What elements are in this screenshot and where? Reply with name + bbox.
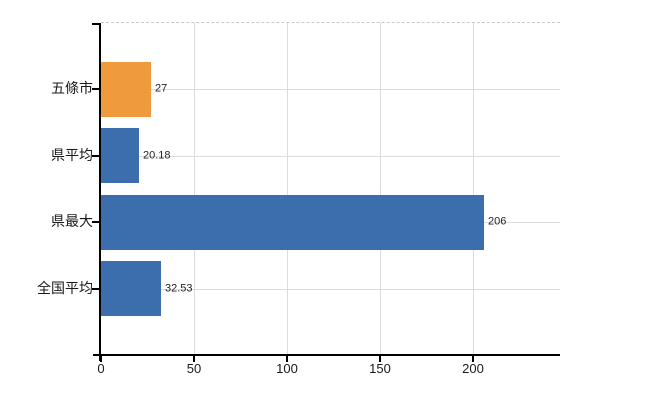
bar-1: [101, 62, 151, 117]
y-axis-line: [99, 23, 101, 361]
horizontal-gridline: [101, 289, 560, 290]
x-axis-tick-label: 200: [462, 361, 484, 376]
bar-4: [101, 261, 161, 316]
y-axis-tick: [92, 155, 99, 157]
category-label: 五條市: [51, 80, 93, 96]
x-axis-tick: [286, 356, 288, 362]
category-label: 県最大: [51, 213, 93, 229]
y-axis-tick: [92, 88, 99, 90]
category-label: 全国平均: [37, 280, 93, 296]
bar-3: [101, 195, 484, 250]
x-axis-line: [93, 354, 560, 356]
vertical-gridline: [194, 23, 195, 355]
bar-value-label: 20.18: [143, 149, 171, 162]
x-axis-tick: [100, 356, 102, 362]
y-axis-tick: [92, 221, 99, 223]
y-axis-tick: [92, 288, 99, 290]
x-axis-tick-label: 0: [97, 361, 105, 376]
plot-area: 27 20.18 206 32.53: [92, 22, 560, 362]
category-axis-labels: 五條市県平均県最大全国平均: [0, 22, 93, 354]
x-axis-tick-labels: 0 50 100 150 200: [0, 362, 650, 382]
bar-2: [101, 128, 139, 183]
vertical-gridline: [473, 23, 474, 355]
vertical-gridline: [287, 23, 288, 355]
horizontal-gridline: [101, 89, 560, 90]
x-axis-tick-label: 100: [276, 361, 298, 376]
bar-value-label: 27: [155, 82, 168, 95]
x-axis-tick: [472, 356, 474, 362]
horizontal-gridline: [101, 156, 560, 157]
x-axis-tick-label: 150: [369, 361, 391, 376]
x-axis-tick: [379, 356, 381, 362]
vertical-gridline: [380, 23, 381, 355]
x-axis-tick-label: 50: [186, 361, 202, 376]
bar-value-label: 206: [488, 215, 507, 228]
bar-value-label: 32.53: [165, 282, 193, 295]
category-label: 県平均: [51, 147, 93, 163]
y-axis-tick: [92, 23, 99, 25]
x-axis-tick: [193, 356, 195, 362]
